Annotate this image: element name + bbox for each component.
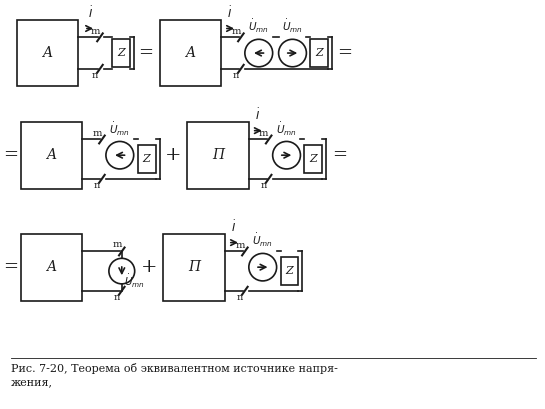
Text: =: = xyxy=(138,44,153,62)
Text: n: n xyxy=(261,181,267,190)
Text: $\dot{I}$: $\dot{I}$ xyxy=(232,218,237,234)
Bar xyxy=(138,145,155,173)
Text: m: m xyxy=(235,241,245,250)
Text: $\dot{U}_{mn}$: $\dot{U}_{mn}$ xyxy=(124,273,144,290)
Text: n: n xyxy=(114,293,120,302)
Text: =: = xyxy=(3,258,18,276)
Circle shape xyxy=(278,39,306,67)
Text: m: m xyxy=(259,130,268,139)
Bar xyxy=(164,234,225,301)
Text: m: m xyxy=(90,27,100,36)
Text: A: A xyxy=(46,148,56,162)
Text: +: + xyxy=(141,258,158,276)
Circle shape xyxy=(109,258,135,284)
Text: A: A xyxy=(185,46,195,60)
Text: Z: Z xyxy=(143,154,150,164)
Text: +: + xyxy=(165,146,181,164)
Text: n: n xyxy=(237,293,243,302)
Bar xyxy=(160,20,221,86)
Bar xyxy=(16,20,78,86)
Bar xyxy=(112,39,130,67)
Text: =: = xyxy=(337,44,353,62)
Text: =: = xyxy=(332,146,347,164)
Text: $\dot{U}_{mn}$: $\dot{U}_{mn}$ xyxy=(252,232,273,249)
Text: П: П xyxy=(212,148,224,162)
Circle shape xyxy=(106,142,134,169)
Text: Z: Z xyxy=(316,48,323,58)
Bar xyxy=(305,145,322,173)
Bar xyxy=(21,234,82,301)
Text: n: n xyxy=(92,71,98,80)
Text: П: П xyxy=(188,260,201,274)
Text: $\dot{I}$: $\dot{I}$ xyxy=(255,106,261,122)
Text: $\dot{I}$: $\dot{I}$ xyxy=(88,4,93,20)
Text: Рис. 7-20, Теорема об эквивалентном источнике напря-: Рис. 7-20, Теорема об эквивалентном исто… xyxy=(11,364,337,374)
Text: Z: Z xyxy=(117,48,125,58)
Text: n: n xyxy=(94,181,100,190)
Text: жения,: жения, xyxy=(11,377,53,387)
Text: $\dot{U}_{mn}$: $\dot{U}_{mn}$ xyxy=(110,121,130,137)
Text: n: n xyxy=(233,71,239,80)
Circle shape xyxy=(272,142,300,169)
Text: m: m xyxy=(231,27,241,36)
Circle shape xyxy=(245,39,272,67)
Bar xyxy=(281,257,299,285)
Text: m: m xyxy=(112,240,122,249)
Text: A: A xyxy=(43,46,52,60)
Text: $\dot{I}$: $\dot{I}$ xyxy=(227,4,233,20)
Bar xyxy=(187,122,249,189)
Text: $\dot{U}_{mn}$: $\dot{U}_{mn}$ xyxy=(282,18,303,35)
Bar xyxy=(310,39,328,67)
Bar xyxy=(21,122,82,189)
Text: A: A xyxy=(46,260,56,274)
Text: $\dot{U}_{mn}$: $\dot{U}_{mn}$ xyxy=(276,121,297,137)
Text: =: = xyxy=(3,146,18,164)
Text: Z: Z xyxy=(310,154,317,164)
Text: $\dot{U}_{mn}$: $\dot{U}_{mn}$ xyxy=(249,18,269,35)
Circle shape xyxy=(249,254,277,281)
Text: m: m xyxy=(92,130,102,139)
Text: Z: Z xyxy=(286,266,293,276)
